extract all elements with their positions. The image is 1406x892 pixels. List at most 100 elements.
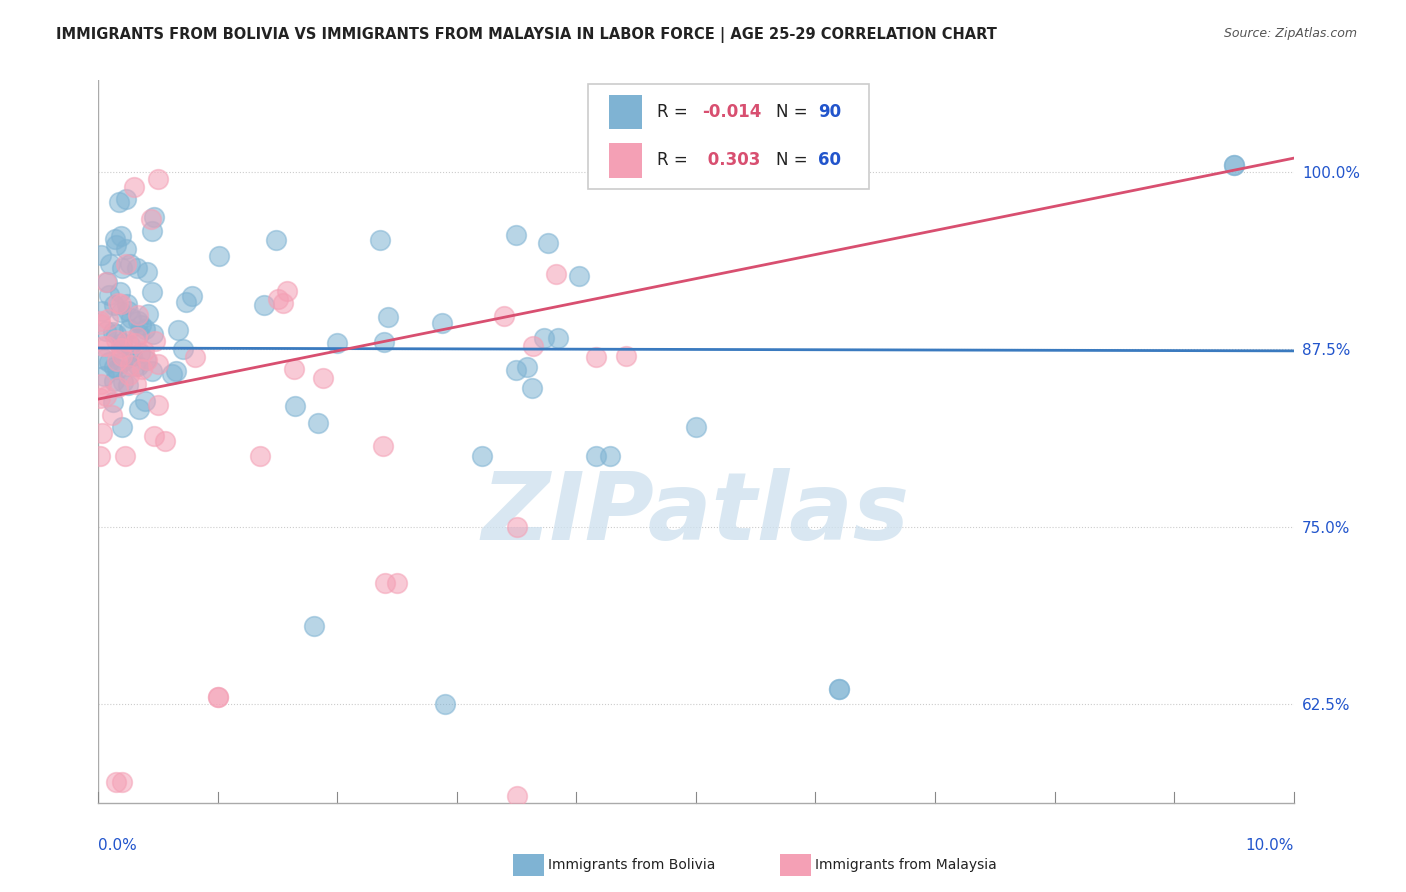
Point [134,394,156,409]
Point [537,235,560,250]
Point [110,341,132,355]
Point [533,331,555,345]
Point [146,398,169,412]
Point [1223,158,1246,172]
Point [117,304,139,318]
Point [114,449,136,463]
Point [184,350,207,364]
Point [136,352,159,367]
Point [111,774,134,789]
Point [118,321,141,335]
Text: 0.303: 0.303 [702,152,761,169]
Point [506,789,529,803]
Point [267,293,290,307]
Point [91,425,114,440]
Point [131,361,153,376]
Point [614,349,637,363]
Point [166,323,188,337]
Point [385,576,409,591]
Point [117,378,139,392]
Point [115,257,138,271]
Point [111,355,134,369]
Point [124,179,146,194]
Point [94,275,117,289]
Text: 90: 90 [818,103,841,121]
Point [108,285,131,299]
Text: IMMIGRANTS FROM BOLIVIA VS IMMIGRANTS FROM MALAYSIA IN LABOR FORCE | AGE 25-29 C: IMMIGRANTS FROM BOLIVIA VS IMMIGRANTS FR… [56,27,997,43]
Point [105,327,128,342]
Text: R =: R = [657,103,693,121]
Point [98,288,121,302]
Text: 10.0%: 10.0% [1246,838,1294,853]
Point [181,289,204,303]
Point [377,310,399,325]
FancyBboxPatch shape [609,95,643,129]
Point [1223,158,1246,172]
Point [172,342,194,356]
Point [97,312,120,326]
Point [547,331,569,345]
Point [155,434,177,448]
Point [115,334,138,348]
Point [120,311,142,326]
Point [471,449,494,463]
Point [89,391,111,405]
Point [129,345,152,359]
Point [371,439,394,453]
FancyBboxPatch shape [609,143,643,178]
Point [434,697,457,711]
Point [118,368,141,382]
Point [104,238,127,252]
Point [326,335,349,350]
Point [105,774,128,789]
Point [127,309,149,323]
Text: ZIPatlas: ZIPatlas [482,467,910,560]
Point [142,327,165,342]
Point [101,326,124,340]
Point [96,275,118,289]
Point [124,359,146,373]
Point [207,690,229,704]
Point [111,349,134,363]
Point [136,307,159,321]
Point [160,368,183,382]
Point [127,329,149,343]
Point [127,314,149,328]
Point [546,268,568,282]
Point [132,343,155,358]
Point [120,338,142,352]
Point [141,285,163,300]
Point [134,321,156,335]
Point [148,357,170,371]
Point [93,369,115,384]
Text: R =: R = [657,152,693,169]
Point [89,449,111,463]
Point [208,250,231,264]
Point [506,519,529,533]
Point [91,338,114,352]
Point [505,363,527,377]
Point [568,268,591,283]
Point [207,690,229,704]
Point [101,408,124,422]
Point [307,416,329,430]
Point [135,265,157,279]
Point [111,375,134,389]
Point [108,194,131,209]
Point [111,420,134,434]
Point [125,261,148,276]
Point [128,327,150,342]
Point [585,350,607,364]
Point [89,318,111,332]
Point [135,352,157,367]
Point [284,399,307,413]
Point [283,362,305,376]
Point [104,333,127,347]
Point [100,257,122,271]
Point [273,296,295,310]
Point [828,682,851,697]
Point [141,224,163,238]
Point [430,316,453,330]
Point [107,296,129,310]
Point [520,381,543,395]
